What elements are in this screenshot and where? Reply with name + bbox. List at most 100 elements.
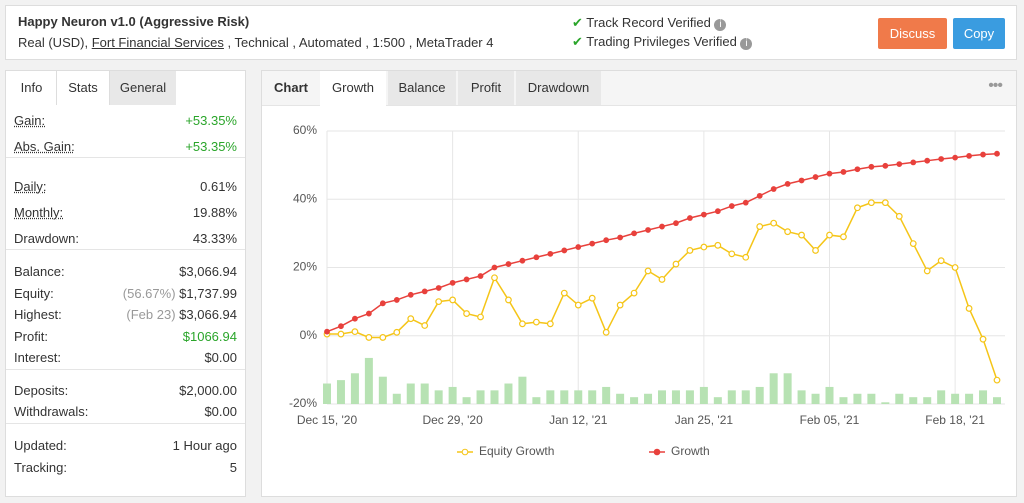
point — [616, 301, 624, 309]
tab[interactable]: Chart — [264, 71, 318, 105]
badge: ✔ Track Record Verified i — [572, 15, 727, 31]
point — [393, 297, 400, 303]
point — [630, 289, 638, 297]
point — [589, 240, 596, 247]
chart-panel: Chart Growth Balance Profit Drawdown •••… — [261, 70, 1017, 497]
tab[interactable]: Profit — [458, 71, 514, 105]
bar — [588, 390, 597, 404]
badge-text: Track Record Verified — [586, 15, 711, 30]
point — [532, 318, 540, 326]
menu-button[interactable]: ••• — [988, 77, 1003, 94]
stat-value: $0.00 — [204, 350, 237, 365]
stat-note: (56.67%) — [122, 286, 176, 301]
badge: ✔ Trading Privileges Verified i — [572, 34, 753, 50]
y-tick-label: 20% — [293, 260, 317, 274]
stat-row: Monthly: 19.88% — [14, 203, 237, 223]
tab[interactable]: Growth — [320, 71, 386, 106]
stat-row: Withdrawals: $0.00 — [14, 402, 237, 422]
point — [365, 334, 373, 341]
stat-value: +53.35% — [185, 139, 237, 154]
bar — [546, 390, 555, 404]
stats-panel: Info Stats General Gain: +53.35% Abs. Gain… — [5, 70, 246, 497]
point — [617, 234, 624, 241]
tab[interactable]: Drawdown — [516, 71, 601, 105]
bar — [671, 390, 680, 404]
point — [561, 247, 568, 254]
point — [714, 241, 722, 249]
point — [477, 313, 484, 321]
point — [407, 291, 414, 298]
point — [826, 231, 833, 239]
point — [421, 288, 428, 295]
broker-link[interactable]: Fort Financial Services — [91, 35, 224, 50]
legend-label: Equity Growth — [479, 444, 554, 458]
bar — [853, 393, 862, 404]
stat-label: Interest: — [14, 350, 61, 365]
point — [505, 261, 512, 267]
point — [659, 223, 665, 230]
point — [365, 310, 372, 317]
point — [351, 328, 359, 336]
point — [491, 264, 498, 271]
bar — [727, 390, 736, 404]
y-tick-label: 40% — [293, 191, 317, 205]
stat-value: $3,066.94 — [179, 264, 237, 279]
stat-value: 43.33% — [192, 231, 237, 246]
stat-note: (Feb 23) — [126, 307, 176, 322]
point — [588, 294, 596, 302]
point — [868, 163, 875, 170]
point — [407, 315, 415, 323]
point — [923, 267, 931, 275]
tab[interactable]: Stats — [56, 71, 110, 105]
bar — [797, 390, 806, 404]
point — [770, 219, 778, 227]
bar — [979, 390, 988, 404]
point — [826, 170, 833, 177]
point — [952, 154, 959, 161]
stat-label: Gain: — [14, 113, 46, 128]
bar — [323, 383, 331, 404]
title: Happy Neuron v1.0 (Aggressive Risk) — [18, 14, 250, 29]
point — [324, 328, 330, 335]
bar — [951, 393, 960, 404]
point — [352, 315, 358, 322]
stat-label: Highest: — [14, 307, 62, 322]
point — [770, 186, 777, 192]
point — [449, 296, 457, 304]
point — [421, 322, 429, 329]
account: Real (USD), — [18, 35, 89, 50]
bar — [811, 393, 820, 404]
point — [700, 243, 708, 251]
stat-label: Deposits: — [14, 383, 69, 398]
tab[interactable]: General — [110, 71, 176, 105]
point — [435, 298, 443, 306]
point — [812, 174, 819, 180]
x-tick-label: Feb 18, '21 — [925, 413, 985, 427]
bar — [602, 386, 611, 404]
copy-button[interactable]: Copy — [953, 18, 1005, 49]
tab[interactable]: Balance — [388, 71, 456, 105]
bar — [560, 390, 569, 404]
tab[interactable]: Info — [8, 71, 55, 105]
stat-label: Equity: — [14, 286, 54, 301]
x-tick-label: Feb 05, '21 — [800, 413, 860, 427]
point — [728, 203, 735, 209]
stat-value: +53.35% — [185, 113, 237, 128]
point — [840, 169, 847, 175]
legend-marker — [461, 448, 469, 456]
x-tick-label: Jan 12, '21 — [549, 413, 608, 427]
point — [700, 211, 707, 218]
point — [645, 227, 651, 233]
discuss-button[interactable]: Discuss — [878, 18, 947, 49]
bar — [839, 397, 848, 404]
point — [756, 223, 764, 230]
header: Happy Neuron v1.0 (Aggressive Risk) Real… — [5, 5, 1017, 60]
stat-label: Tracking: — [14, 460, 67, 475]
point — [714, 208, 721, 215]
stat-row: Drawdown: 43.33% — [14, 229, 237, 249]
bar — [993, 397, 1001, 404]
point — [644, 267, 652, 275]
point — [867, 199, 875, 207]
bar — [462, 397, 471, 404]
stat-value: 19.88% — [192, 205, 237, 220]
